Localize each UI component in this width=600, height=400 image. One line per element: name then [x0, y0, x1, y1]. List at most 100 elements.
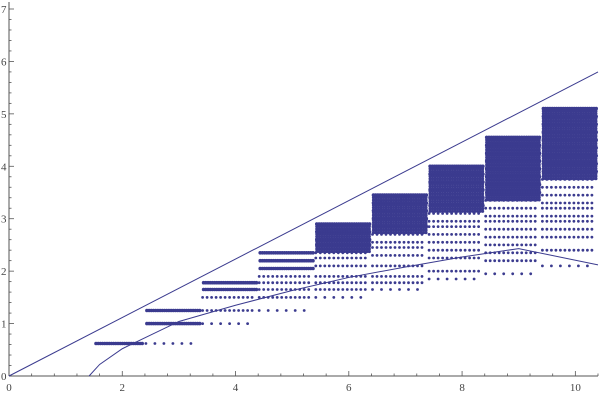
- data-point: [561, 157, 566, 161]
- data-point: [541, 174, 546, 178]
- data-point: [546, 142, 551, 146]
- data-point: [393, 240, 397, 244]
- data-point: [576, 122, 581, 126]
- data-point: [577, 248, 580, 252]
- data-point: [577, 193, 580, 197]
- data-point: [506, 243, 510, 247]
- data-point: [352, 249, 356, 254]
- data-point: [515, 180, 519, 184]
- data-point: [537, 190, 541, 194]
- data-point: [363, 281, 367, 285]
- data-point: [564, 139, 568, 143]
- data-point: [458, 177, 462, 181]
- data-point: [591, 129, 596, 133]
- data-point: [210, 309, 214, 312]
- data-point: [459, 269, 462, 273]
- data-point: [544, 134, 548, 138]
- data-point: [404, 231, 408, 235]
- data-point: [466, 182, 470, 186]
- data-point: [266, 281, 270, 285]
- data-point: [419, 216, 423, 220]
- data-point: [350, 227, 354, 231]
- data-point: [594, 169, 598, 173]
- data-point: [537, 155, 541, 159]
- data-point: [581, 177, 586, 181]
- data-point: [374, 226, 378, 230]
- data-point: [594, 134, 598, 138]
- data-point: [315, 234, 319, 239]
- data-point: [340, 232, 344, 236]
- data-point: [559, 169, 563, 173]
- data-point: [556, 147, 561, 151]
- data-point: [330, 249, 334, 254]
- data-point: [493, 251, 497, 255]
- data-point: [577, 235, 580, 239]
- data-point: [406, 201, 411, 205]
- data-point: [374, 208, 378, 212]
- data-point: [443, 202, 447, 206]
- x-tick-label: 6: [346, 382, 352, 394]
- data-point: [550, 206, 553, 210]
- data-point: [401, 201, 406, 205]
- data-point: [525, 195, 529, 199]
- data-point: [441, 240, 444, 244]
- data-point: [556, 167, 561, 171]
- data-point: [581, 157, 586, 161]
- data-point: [189, 342, 193, 345]
- data-point: [451, 164, 455, 168]
- data-point: [322, 232, 326, 236]
- data-point: [432, 269, 435, 273]
- data-point: [561, 132, 566, 136]
- data-point: [500, 188, 504, 192]
- data-point: [389, 226, 393, 230]
- data-point: [365, 227, 369, 231]
- data-point: [530, 173, 534, 177]
- data-point: [589, 144, 593, 148]
- data-point: [431, 207, 435, 211]
- data-point: [546, 174, 551, 178]
- data-point: [561, 139, 566, 143]
- data-point: [451, 197, 455, 201]
- data-point: [537, 158, 541, 162]
- data-point: [495, 195, 499, 199]
- data-point: [495, 135, 499, 139]
- data-point: [337, 227, 341, 231]
- data-point: [549, 142, 553, 146]
- data-point: [375, 254, 379, 257]
- data-point: [367, 222, 371, 226]
- data-point: [471, 167, 475, 171]
- data-point: [586, 117, 591, 121]
- data-point: [574, 137, 578, 141]
- data-point: [448, 172, 452, 176]
- data-point: [520, 235, 524, 239]
- data-point: [502, 235, 506, 239]
- data-point: [363, 256, 367, 260]
- data-point: [544, 159, 548, 163]
- data-point: [532, 180, 536, 184]
- data-point: [325, 244, 329, 249]
- data-point: [490, 190, 494, 194]
- data-point: [576, 142, 581, 146]
- data-point: [510, 138, 514, 142]
- data-point: [493, 227, 497, 231]
- data-point: [586, 169, 591, 173]
- data-point: [352, 227, 356, 231]
- data-point: [559, 137, 563, 141]
- data-point: [546, 112, 551, 116]
- data-point: [431, 184, 435, 188]
- data-point: [420, 254, 424, 257]
- data-point: [554, 227, 558, 231]
- data-point: [441, 187, 445, 191]
- data-point: [389, 275, 392, 278]
- data-point: [322, 247, 326, 251]
- data-point: [497, 180, 501, 184]
- data-point: [384, 208, 388, 212]
- data-point: [381, 193, 386, 197]
- data-point: [495, 155, 499, 159]
- data-point: [436, 204, 440, 208]
- data-point: [535, 178, 539, 182]
- y-tick-label: 4: [1, 161, 7, 173]
- data-point: [527, 143, 531, 147]
- data-point: [371, 288, 374, 291]
- data-point: [505, 168, 509, 172]
